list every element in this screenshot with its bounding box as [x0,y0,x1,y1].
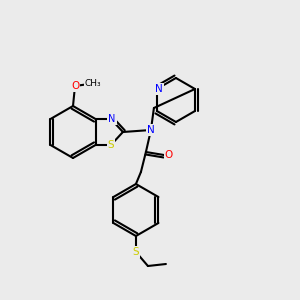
Text: S: S [133,247,139,257]
Text: N: N [147,125,155,135]
Text: CH₃: CH₃ [85,80,101,88]
Text: O: O [165,150,173,160]
Text: N: N [155,84,163,94]
Text: S: S [108,140,114,150]
Text: N: N [108,114,116,124]
Text: O: O [71,81,79,91]
